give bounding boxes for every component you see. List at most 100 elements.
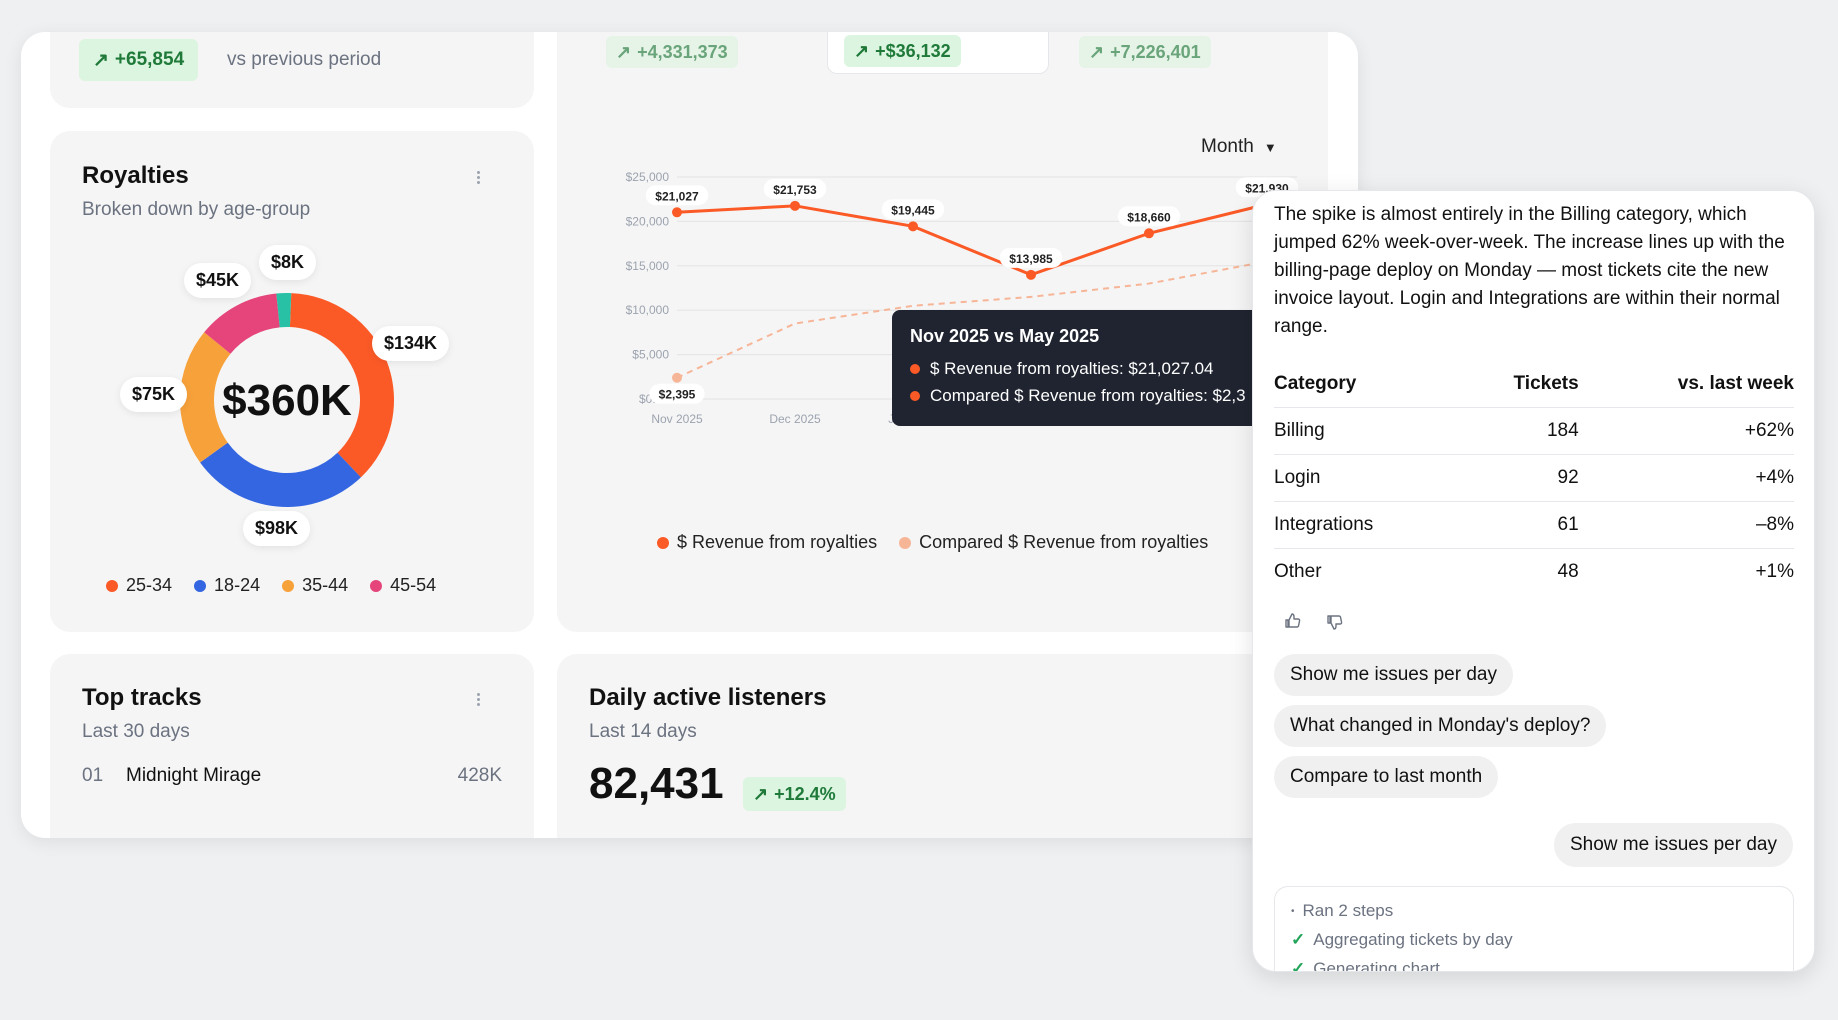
arrow-up-right-icon: ↗ (93, 49, 109, 71)
y-tick-label: $20,000 (626, 214, 670, 228)
legend-dot (657, 536, 669, 549)
assistant-chat-panel: The spike is almost entirely in the Bill… (1252, 190, 1815, 972)
data-label: $13,985 (999, 247, 1063, 268)
legend-item: 18-24 (194, 575, 260, 596)
card-title: Royalties (82, 162, 189, 189)
user-message: Show me issues per day (1554, 823, 1793, 867)
thumbs-up-icon[interactable] (1283, 611, 1303, 631)
tooltip-row: $ Revenue from royalties: $21,027.04 (910, 359, 1294, 379)
data-label: $21,753 (763, 178, 827, 199)
caret-down-icon: ▼ (1263, 139, 1277, 155)
donut-slice[interactable] (204, 293, 280, 354)
arrow-up-right-icon: ↗ (753, 783, 769, 804)
steps-panel[interactable]: • Ran 2 steps ✓ Aggregating tickets by day… (1274, 886, 1794, 972)
series-dot (910, 364, 920, 374)
legend-dot (106, 579, 118, 592)
card-title: Top tracks (82, 684, 202, 711)
data-point[interactable] (790, 200, 800, 211)
arrow-up-right-icon: ↗ (1089, 41, 1105, 62)
more-menu-icon[interactable] (477, 171, 481, 185)
delta-note: vs previous period (227, 49, 382, 70)
assistant-message: The spike is almost entirely in the Bill… (1274, 204, 1785, 337)
y-tick-label: $15,000 (626, 259, 670, 273)
data-point[interactable] (1026, 269, 1036, 280)
column-header: Category (1274, 361, 1458, 408)
slice-label: $8K (259, 245, 317, 280)
dashboard-window: ↗ +65,854 vs previous period ↗ +4,331,37… (21, 32, 1358, 838)
data-label: $19,445 (881, 199, 945, 220)
card-subtitle: Broken down by age-group (82, 199, 311, 220)
x-tick-label: Dec 2025 (769, 412, 821, 426)
svg-text:$21,753: $21,753 (773, 183, 817, 197)
step-item: ✓ Aggregating tickets by day (1291, 930, 1513, 949)
listeners-card: Daily active listeners Last 14 days 82,4… (557, 654, 1328, 838)
data-point[interactable] (1144, 228, 1154, 239)
slice-label: $134K (372, 326, 450, 361)
legend-item-compared: Compared $ Revenue from royalties (899, 532, 1208, 553)
delta-badge: ↗ +12.4% (743, 777, 846, 811)
legend-dot (370, 579, 383, 592)
tab-delta-1[interactable]: ↗ +4,331,373 (606, 36, 738, 68)
check-icon: ✓ (1291, 959, 1306, 972)
track-name: Midnight Mirage (126, 765, 262, 786)
data-point[interactable] (672, 207, 682, 218)
bullet-icon: • (1291, 905, 1295, 917)
data-point[interactable] (908, 221, 918, 232)
suggestion-chip[interactable]: Compare to last month (1274, 756, 1499, 798)
suggestion-chip[interactable]: Show me issues per day (1274, 654, 1513, 696)
legend-item: 25-34 (106, 575, 172, 596)
card-title: Daily active listeners (589, 684, 827, 711)
legend-item: 35-44 (282, 575, 348, 596)
top-left-card: ↗ +65,854 vs previous period (50, 32, 534, 108)
donut-slice[interactable] (180, 332, 231, 463)
track-rank: 01 (82, 765, 104, 786)
slice-label: $75K (120, 377, 188, 412)
tab-selected[interactable]: ↗ +$36,132 (827, 32, 1049, 74)
tab-delta-2: ↗ +$36,132 (844, 35, 961, 67)
column-header: vs. last week (1578, 361, 1794, 408)
track-row[interactable]: 01 Midnight Mirage 428K (82, 765, 502, 787)
donut-slice[interactable] (276, 293, 292, 328)
more-menu-icon[interactable] (477, 693, 481, 707)
check-icon: ✓ (1291, 930, 1306, 949)
thumbs-down-icon[interactable] (1325, 612, 1345, 632)
tab-delta-3[interactable]: ↗ +7,226,401 (1079, 36, 1211, 68)
series-dot (910, 391, 920, 401)
data-label: $18,660 (1117, 206, 1181, 227)
data-point[interactable] (672, 372, 682, 383)
svg-text:$13,985: $13,985 (1009, 252, 1053, 266)
arrow-up-right-icon: ↗ (616, 41, 632, 62)
donut-slice[interactable] (289, 293, 394, 478)
royalties-card: Royalties Broken down by age-group $360K… (50, 131, 534, 632)
x-tick-label: Nov 2025 (651, 412, 703, 426)
table-row: Login 92 +4% (1274, 454, 1794, 502)
donut-slice[interactable] (200, 442, 361, 507)
donut-total: $360K (222, 376, 352, 425)
slice-label: $45K (184, 263, 252, 298)
svg-text:$2,395: $2,395 (659, 388, 696, 402)
table-row: Other 48 +1% (1274, 561, 1794, 582)
y-tick-label: $25,000 (626, 170, 670, 184)
period-select[interactable]: Month ▼ (1201, 136, 1277, 157)
top-tracks-card: Top tracks Last 30 days 01 Midnight Mira… (50, 654, 534, 838)
chart-tooltip: Nov 2025 vs May 2025 $ Revenue from roya… (892, 310, 1312, 426)
step-item: ✓ Generating chart (1291, 959, 1777, 972)
category-table: Category Tickets vs. last week Billing 18… (1274, 361, 1794, 595)
table-header-row: Category Tickets vs. last week (1274, 361, 1794, 408)
donut-legend: 25-34 18-24 35-44 45-54 (106, 575, 436, 596)
card-subtitle: Last 14 days (589, 721, 697, 742)
data-label: $2,395 (649, 383, 705, 404)
legend-dot (194, 579, 207, 592)
royalties-donut-chart (180, 293, 394, 507)
slice-label: $98K (243, 511, 311, 546)
suggestion-chip[interactable]: What changed in Monday's deploy? (1274, 705, 1607, 747)
legend-dot (899, 536, 912, 549)
line-chart-legend: $ Revenue from royalties Compared $ Reve… (657, 532, 1208, 553)
table-row: Integrations 61 –8% (1274, 501, 1794, 549)
track-plays: 428K (457, 765, 502, 786)
legend-item: 45-54 (370, 575, 436, 596)
svg-text:$21,027: $21,027 (655, 189, 699, 203)
y-tick-label: $10,000 (626, 303, 670, 317)
legend-item-revenue: $ Revenue from royalties (657, 532, 877, 553)
listeners-value: 82,431 (589, 759, 724, 808)
